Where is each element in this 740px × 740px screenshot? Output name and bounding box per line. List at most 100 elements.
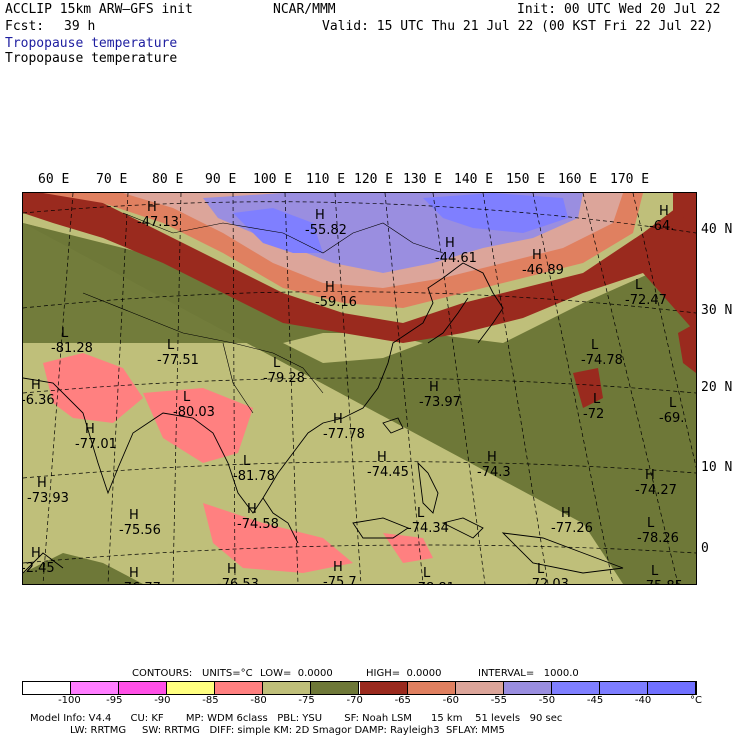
extremum-type: L [243,454,251,469]
colorbar-label: -80 [250,695,267,706]
latitude-label: 10 N [701,460,733,475]
extremum-value: -77.26 [551,521,593,536]
extremum-type: H [31,378,41,393]
colorbar-swatch [455,682,504,694]
extremum-type: H [325,280,335,295]
extremum-type: H [561,506,571,521]
extremum-value: -77.51 [157,353,199,368]
colorbar-label: -85 [202,695,219,706]
extremum-value: -74.58 [237,517,279,532]
extremum-value: -78.81 [413,581,455,584]
extremum-type: H [129,508,139,523]
latitude-label: 30 N [701,303,733,318]
model-title: ACCLIP 15km ARW–GFS init [5,2,193,17]
interval-label: INTERVAL= 1000.0 [478,668,579,679]
coastlines [23,262,624,574]
extremum-type: H [315,208,325,223]
extremum-type: L [647,516,655,531]
longitude-label: 160 E [558,172,598,187]
extremum-value: -75.85 [641,579,683,584]
longitude-label: 100 E [253,172,293,187]
extremum-value: -6.36 [23,393,55,408]
colorbar-swatch [599,682,648,694]
extremum-value: -74.27 [635,483,677,498]
graticule [23,193,696,584]
extremum-type: H [333,412,343,427]
extremum-value: -75.7 [323,575,357,584]
field-title: Tropopause temperature [5,51,178,66]
colorbar-swatch [359,682,408,694]
colorbar-swatch [407,682,456,694]
extremum-type: L [183,390,191,405]
colorbar-label: -75 [298,695,315,706]
extremum-type: H [659,204,669,219]
extremum-type: L [669,396,677,411]
colorbar-label: -65 [394,695,411,706]
extremum-value: -77.78 [323,427,365,442]
map-panel: H -47.13 H -55.82 H -44.61 H -46.89 H -64. H -59.16… [22,192,697,585]
extremum-value: -78.26 [637,531,679,546]
longitude-label: 70 E [96,172,128,187]
low-label: LOW= 0.0000 [260,668,333,679]
field-title-blue: Tropopause temperature [5,36,178,51]
fcst-value: 39 h [64,19,96,34]
extremum-value: -44.61 [435,251,477,266]
extremum-value: -72.03 [527,577,569,584]
field-blue-45-east [423,193,568,233]
contours-label: CONTOURS: [132,668,193,679]
extremum-type: H [645,468,655,483]
field-darkred-ne [673,193,696,223]
latitude-label: 0 [701,541,709,556]
field-pink80-india [43,353,143,423]
longitude-label: 60 E [38,172,70,187]
longitude-label: 110 E [306,172,346,187]
extremum-type: L [593,392,601,407]
extremum-value: -73.97 [419,395,461,410]
extremum-type: L [61,326,69,341]
extremum-type: H [37,476,47,491]
field-darkred-65 [23,193,696,343]
longitude-label: 90 E [205,172,237,187]
extremum-value: -76.53 [217,577,259,584]
extremum-value: -72.47 [625,293,667,308]
colorbar-swatch [263,682,312,694]
longitude-label: 170 E [610,172,650,187]
extremum-type: L [651,564,659,579]
extremum-type: H [377,450,387,465]
extremum-value: -55.82 [305,223,347,238]
colorbar-swatch [71,682,120,694]
colorbar-label: -50 [538,695,556,706]
extremum-type: H [227,562,237,577]
colorbar-swatch [23,682,72,694]
init-time: Init: 00 UTC Wed 20 Jul 22 [517,2,721,17]
extremum-value: -59.16 [315,295,357,310]
longitude-label: 80 E [152,172,184,187]
map-canvas: H-47.13 H-55.82H-44.61 H-46.89H-64.H-59.16… [23,193,696,584]
extremum-type: L [537,562,545,577]
colorbar-label: -45 [586,695,604,706]
latitude-label: 20 N [701,380,733,395]
longitude-label: 140 E [454,172,494,187]
colorbar-swatch [503,682,552,694]
extremum-type: H [429,380,439,395]
colorbar-label: -40 [634,695,652,706]
extremum-value: -74.34 [407,521,449,536]
extremum-value: -47.13 [137,215,179,230]
field-darkred-pocket [573,368,603,408]
colorbar-unit: °C [690,695,702,706]
colorbar-label: -90 [154,695,171,706]
extremum-type: H [247,502,257,517]
extremum-type: H [333,560,343,575]
extremum-type: L [167,338,175,353]
extremum-value: -2.45 [23,561,55,576]
borders [82,212,444,414]
colorbar-swatch [551,682,600,694]
colorbar-swatch [647,682,696,694]
fcst-label: Fcst: [5,19,45,34]
extremum-value: -81.78 [233,469,275,484]
colorbar-label: -70 [346,695,363,706]
extremum-type: L [417,506,425,521]
colorbar-label: -95 [106,695,123,706]
units-label: UNITS=°C [202,668,253,679]
org-label: NCAR/MMM [273,2,336,17]
